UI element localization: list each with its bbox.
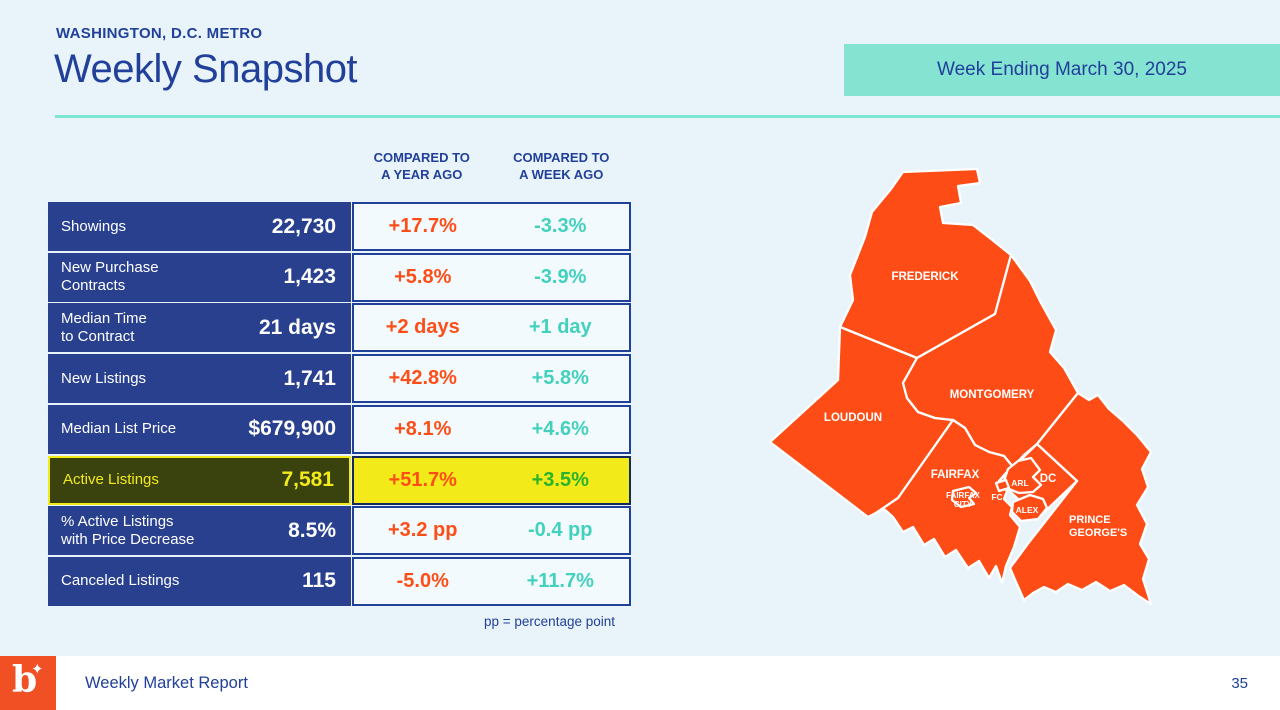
vs-year-value: +51.7%: [388, 468, 457, 491]
map-label-loudoun: LOUDOUN: [824, 412, 882, 424]
table-row: Median List Price $679,900 +8.1% +4.6%: [48, 404, 631, 454]
vs-year-value: +2 days: [385, 316, 460, 339]
metric-label: Median Time to Contract: [61, 309, 147, 345]
metric-label: % Active Listings with Price Decrease: [61, 512, 195, 548]
map-region-alexandria: [1010, 493, 1049, 523]
table-row: Canceled Listings 115 -5.0% +11.7%: [48, 556, 631, 606]
page-title: Weekly Snapshot: [54, 47, 358, 91]
vs-week-value: +1 day: [528, 316, 592, 339]
metric-compare-box: +42.8% +5.8%: [352, 354, 631, 404]
vs-year-value: +17.7%: [388, 215, 457, 237]
metric-compare-box: +17.7% -3.3%: [352, 202, 631, 251]
map-label-frederick: FREDERICK: [891, 271, 959, 283]
metric-label-box: Canceled Listings 115: [48, 556, 351, 606]
metric-label: New Purchase Contracts: [61, 259, 159, 295]
pp-footnote: pp = percentage point: [484, 614, 615, 629]
column-header-week: COMPARED TO A WEEK AGO: [513, 150, 610, 182]
vs-year-value: +3.2 pp: [388, 519, 458, 542]
footer-bar: b ✦ Weekly Market Report 35: [0, 656, 1280, 710]
map-label-dc: DC: [1040, 473, 1057, 485]
map-label-arlington: ARL: [1011, 478, 1028, 488]
table-row: New Purchase Contracts 1,423 +5.8% -3.9%: [48, 252, 631, 302]
report-title: Weekly Market Report: [85, 673, 248, 692]
logo-letter: b: [12, 659, 38, 701]
metric-value: $679,900: [248, 417, 336, 441]
comparison-column-headers: COMPARED TO A YEAR AGO COMPARED TO A WEE…: [352, 149, 631, 183]
metric-value: 8.5%: [288, 518, 336, 542]
table-row: New Listings 1,741 +42.8% +5.8%: [48, 354, 631, 404]
region-eyebrow: WASHINGTON, D.C. METRO: [56, 25, 263, 42]
metric-label: Showings: [61, 217, 127, 235]
map-label-montgomery: MONTGOMERY: [950, 389, 1035, 401]
metric-label-box: Active Listings 7,581: [48, 455, 351, 505]
table-row: % Active Listings with Price Decrease 8.5…: [48, 506, 631, 556]
map-label-prince-georges-line2: GEORGE'S: [1069, 527, 1127, 539]
vs-week-value: -3.3%: [534, 215, 587, 237]
vs-year-value: +42.8%: [388, 367, 457, 390]
metric-value: 1,423: [283, 265, 336, 289]
brightmls-logo: b ✦: [0, 656, 56, 710]
vs-week-value: +3.5%: [531, 468, 589, 491]
metric-compare-box: -5.0% +11.7%: [352, 556, 631, 606]
metric-label-box: Median List Price $679,900: [48, 404, 351, 454]
table-row: Active Listings 7,581 +51.7% +3.5%: [48, 455, 631, 505]
metric-compare-box: +8.1% +4.6%: [352, 404, 631, 454]
metric-label: Median List Price: [61, 420, 177, 438]
map-label-fairfax: FAIRFAX: [931, 469, 980, 481]
week-ending-banner: Week Ending March 30, 2025: [844, 44, 1280, 96]
map-label-falls-church: FC: [991, 492, 1002, 502]
table-row: Showings 22,730 +17.7% -3.3%: [48, 202, 631, 251]
vs-week-value: +4.6%: [531, 417, 589, 440]
metric-label: Canceled Listings: [61, 572, 180, 590]
metric-label: New Listings: [61, 369, 147, 387]
title-divider: [55, 115, 1280, 118]
vs-year-value: -5.0%: [396, 569, 449, 592]
metrics-table: Showings 22,730 +17.7% -3.3% New Purchase Co…: [48, 202, 631, 608]
map-label-prince-georges: PRINCE: [1069, 514, 1111, 526]
metro-map: FREDERICK LOUDOUN MONTGOMERY FAIRFAX PRINCEG…: [768, 167, 1153, 606]
map-label-fairfax-city: FAIRFAX: [946, 491, 980, 500]
map-region-falls-church: [994, 478, 1011, 493]
page-number: 35: [1231, 674, 1248, 692]
map-label-fairfax-city-line2: CITY: [954, 500, 973, 509]
metric-value: 22,730: [271, 214, 336, 238]
map-region-arlington: [1002, 456, 1043, 495]
metric-compare-box: +3.2 pp -0.4 pp: [352, 506, 631, 556]
metric-label-box: New Listings 1,741: [48, 354, 351, 404]
vs-week-value: +11.7%: [526, 569, 594, 592]
map-region-fairfax-city: [950, 485, 978, 509]
vs-week-value: -0.4 pp: [528, 519, 593, 542]
metric-value: 1,741: [283, 366, 336, 390]
metric-value: 115: [302, 569, 336, 593]
map-label-alexandria: ALEX: [1016, 505, 1039, 515]
vs-year-value: +8.1%: [394, 417, 452, 440]
map-region-prince-georges: [1008, 391, 1153, 606]
vs-week-value: -3.9%: [534, 265, 587, 288]
metric-label-box: Showings 22,730: [48, 202, 351, 251]
metric-value: 21 days: [258, 315, 336, 339]
table-row: Median Time to Contract 21 days +2 days +1 …: [48, 303, 631, 353]
vs-week-value: +5.8%: [531, 367, 589, 390]
logo-sparkle-icon: ✦: [31, 661, 44, 678]
metric-value: 7,581: [281, 468, 334, 491]
metric-compare-box: +51.7% +3.5%: [352, 455, 631, 505]
vs-year-value: +5.8%: [394, 265, 452, 288]
metric-label-box: New Purchase Contracts 1,423: [48, 252, 351, 302]
metric-compare-box: +5.8% -3.9%: [352, 252, 631, 302]
metric-compare-box: +2 days +1 day: [352, 303, 631, 353]
column-header-year: COMPARED TO A YEAR AGO: [373, 150, 470, 182]
metric-label-box: % Active Listings with Price Decrease 8.5…: [48, 506, 351, 556]
week-ending-label: Week Ending March 30, 2025: [937, 59, 1187, 80]
metric-label-box: Median Time to Contract 21 days: [48, 303, 351, 353]
metric-label: Active Listings: [63, 471, 159, 488]
